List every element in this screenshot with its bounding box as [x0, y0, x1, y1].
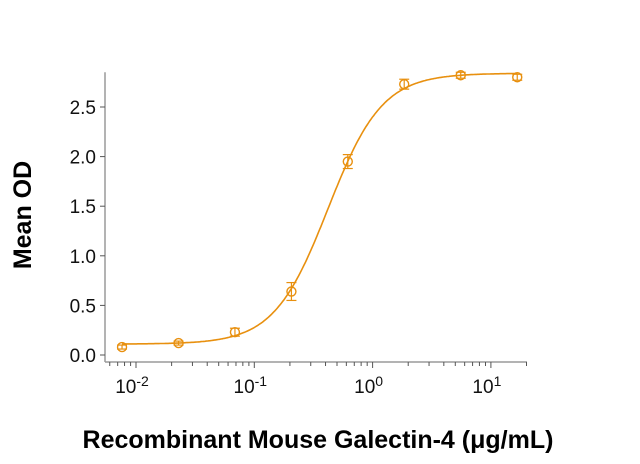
x-tick-label: 10-2	[115, 373, 149, 398]
data-point	[116, 341, 128, 353]
point-marker	[173, 337, 184, 349]
y-tick-label: 2.0	[70, 148, 96, 169]
data-point	[229, 326, 241, 338]
x-tick-label: 100	[354, 373, 383, 398]
point-marker	[286, 286, 297, 297]
y-tick-label: 0.5	[70, 296, 96, 317]
x-tick-label: 10-1	[234, 373, 268, 398]
data-point	[455, 70, 466, 81]
data-point	[512, 72, 523, 83]
data-point	[342, 154, 353, 170]
x-tick-label: 101	[472, 373, 501, 398]
y-tick-label: 2.5	[70, 98, 96, 119]
point-marker	[399, 78, 410, 90]
fit-curve	[121, 72, 518, 345]
data-point	[399, 78, 410, 90]
y-tick-label: 1.0	[70, 247, 96, 268]
x-axis-title: Recombinant Mouse Galectin-4 (μg/mL)	[83, 426, 554, 454]
point-marker	[342, 156, 353, 167]
point-marker	[512, 72, 523, 83]
point-marker	[229, 326, 241, 338]
point-marker	[455, 70, 466, 81]
y-axis-title: Mean OD	[9, 161, 37, 269]
data-point	[173, 337, 184, 349]
y-tick-label: 1.5	[70, 197, 96, 218]
data-point	[286, 281, 297, 302]
y-tick-label: 0.0	[70, 346, 96, 367]
point-marker	[116, 341, 128, 353]
